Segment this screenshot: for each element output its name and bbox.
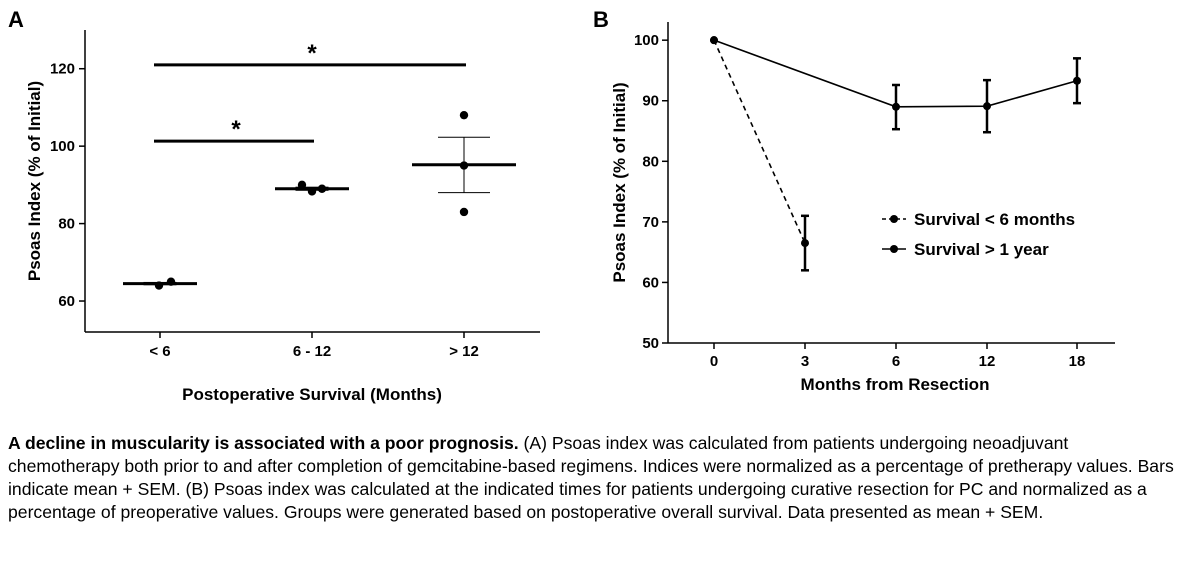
y-axis-title: Psoas Index (% of Initial) (610, 82, 629, 282)
x-tick-label: > 12 (449, 343, 479, 360)
data-point (297, 180, 307, 190)
data-point (154, 281, 164, 290)
data-point (1073, 76, 1081, 85)
y-tick-label: 80 (642, 153, 659, 170)
data-point (166, 277, 176, 286)
series-line-survival-gt-1-year (713, 39, 1078, 108)
data-point (459, 207, 469, 217)
x-tick-label: 6 (892, 353, 900, 370)
y-tick-label: 70 (642, 214, 659, 231)
legend-label: Survival < 6 months (914, 210, 1075, 229)
y-tick-label: 80 (58, 216, 75, 233)
legend-label: Survival > 1 year (914, 240, 1049, 259)
legend-marker (890, 215, 898, 223)
x-tick-label: 12 (979, 353, 996, 370)
y-tick-label: 60 (58, 293, 75, 310)
data-point (983, 102, 991, 111)
figure-caption: A decline in muscularity is associated w… (8, 432, 1178, 524)
panel-a-label: A (8, 7, 24, 32)
legend-marker (890, 245, 898, 253)
caption-body: (A) Psoas index was calculated from pati… (8, 433, 1174, 522)
caption-title: A decline in muscularity is associated w… (8, 433, 519, 453)
x-axis-title: Months from Resection (801, 375, 990, 394)
panel-b-label: B (593, 7, 609, 32)
data-point (459, 110, 469, 120)
x-tick-label: 3 (801, 353, 809, 370)
y-tick-label: 50 (642, 335, 659, 352)
x-axis-title: Postoperative Survival (Months) (182, 385, 442, 404)
y-tick-label: 120 (50, 61, 75, 78)
y-tick-label: 100 (634, 32, 659, 49)
significance-star: * (307, 40, 317, 67)
y-tick-label: 60 (642, 274, 659, 291)
y-axis-title: Psoas Index (% of Initial) (25, 81, 44, 281)
chart-a-survival-groups: 60 80 100 120 < 6 6 - 12 > 12 Postoperative Sur… (25, 30, 540, 404)
x-tick-label: 6 - 12 (293, 343, 331, 360)
y-tick-label: 90 (642, 93, 659, 110)
x-tick-label: 0 (710, 353, 718, 370)
significance-star: * (231, 116, 241, 143)
data-point (307, 187, 317, 196)
chart-b-months-from-resection: 50 60 70 80 90 100 0 3 6 12 18 Months from Resectio… (610, 22, 1115, 394)
data-point (892, 102, 900, 111)
x-tick-label: 18 (1069, 353, 1086, 370)
data-point (710, 36, 718, 45)
x-tick-label: < 6 (149, 343, 170, 360)
y-tick-label: 100 (50, 138, 75, 155)
data-point (801, 239, 809, 248)
series-line-survival-lt-6-months (713, 39, 806, 244)
data-point (459, 161, 469, 170)
data-point (317, 184, 327, 193)
